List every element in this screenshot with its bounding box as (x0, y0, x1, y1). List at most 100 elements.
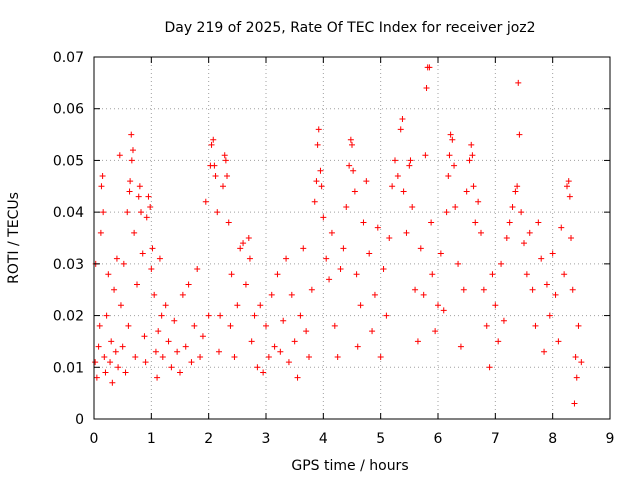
data-point (271, 343, 278, 350)
data-point (337, 266, 344, 273)
data-point (558, 224, 565, 231)
data-point (426, 64, 433, 71)
data-point (285, 359, 292, 366)
data-point (435, 302, 441, 309)
data-point (317, 167, 324, 174)
data-point (495, 338, 502, 345)
data-point (409, 203, 416, 210)
data-point (117, 302, 124, 309)
y-tick-label: 0.05 (53, 153, 84, 169)
data-point (509, 203, 516, 210)
data-point (159, 353, 166, 360)
x-axis: 0 1 2 3 4 5 6 7 8 9 (90, 57, 615, 447)
data-point (446, 152, 453, 159)
data-point (451, 162, 458, 169)
data-point (211, 162, 218, 169)
data-point (191, 322, 198, 329)
data-point (526, 229, 533, 236)
data-point (349, 141, 355, 148)
data-point (315, 126, 322, 133)
data-point (483, 322, 490, 329)
data-point (205, 312, 212, 319)
data-point (174, 348, 181, 355)
data-point (549, 250, 556, 257)
data-point (468, 141, 475, 148)
data-point (128, 157, 135, 164)
x-tick-label: 2 (204, 431, 213, 447)
data-point (400, 188, 407, 195)
data-point (260, 369, 267, 376)
data-point (457, 343, 464, 350)
data-point (291, 338, 298, 345)
data-point (543, 281, 550, 288)
data-point (573, 374, 580, 381)
data-point (122, 369, 129, 376)
x-tick-label: 4 (319, 431, 328, 447)
data-point (470, 183, 477, 190)
data-point (111, 286, 118, 293)
data-point (343, 203, 350, 210)
data-point (498, 260, 505, 267)
data-point (222, 157, 229, 164)
data-point (96, 322, 103, 329)
data-point (101, 353, 108, 360)
data-point (377, 353, 384, 360)
data-point (383, 312, 390, 319)
data-point (308, 286, 315, 293)
plot-frame (93, 56, 611, 420)
data-point (197, 353, 204, 360)
data-point (257, 302, 264, 309)
data-point (109, 379, 116, 386)
data-point (346, 162, 353, 169)
data-point (414, 338, 421, 345)
data-point (306, 353, 312, 360)
data-point (422, 152, 429, 159)
data-point (139, 250, 146, 257)
data-point (412, 286, 419, 293)
data-point (171, 317, 178, 324)
x-tick-label: 9 (606, 431, 615, 447)
data-point (182, 343, 189, 350)
data-point (326, 276, 333, 283)
y-tick-label: 0 (75, 412, 84, 428)
data-point (347, 136, 354, 143)
data-point (210, 136, 217, 143)
data-point (386, 235, 393, 241)
data-point (407, 157, 414, 164)
data-point (128, 131, 135, 138)
data-point (512, 188, 519, 195)
data-point (112, 348, 119, 355)
data-point (142, 359, 149, 366)
data-point (399, 116, 406, 123)
data-point (224, 172, 231, 179)
data-point (486, 364, 493, 371)
data-point (529, 286, 536, 293)
data-point (475, 198, 482, 205)
data-point (500, 317, 507, 324)
data-point (93, 374, 100, 381)
data-point (518, 209, 525, 216)
y-tick-label: 0.01 (53, 360, 84, 376)
data-point (374, 224, 381, 231)
data-point (283, 255, 290, 262)
data-point (95, 343, 102, 350)
data-point (552, 291, 559, 298)
data-point (578, 359, 585, 366)
data-point (351, 188, 358, 195)
data-point (147, 203, 154, 210)
data-point (311, 198, 318, 205)
x-tick-label: 8 (548, 431, 557, 447)
data-point (566, 193, 573, 200)
data-point (320, 214, 327, 221)
data-point (406, 162, 413, 169)
data-point (303, 328, 310, 335)
data-point (120, 260, 127, 267)
data-point (274, 271, 281, 278)
data-point (268, 291, 275, 298)
data-points (92, 64, 585, 407)
data-point (168, 364, 175, 371)
data-point (449, 136, 456, 143)
data-point (277, 348, 284, 355)
data-point (452, 203, 459, 210)
data-point (215, 348, 222, 355)
